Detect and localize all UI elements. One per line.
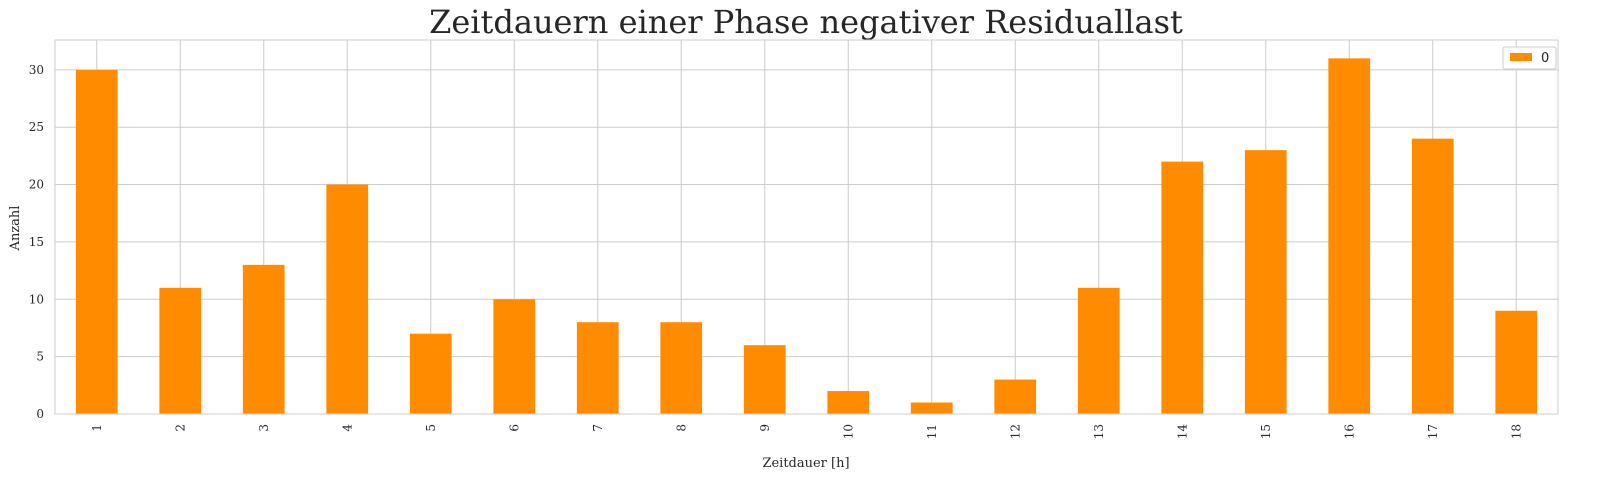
x-tick-label: 5	[424, 424, 438, 432]
x-tick-label: 2	[173, 424, 187, 432]
x-tick-label: 4	[340, 424, 354, 432]
bar-6	[493, 299, 536, 414]
y-axis-label: Anzahl	[8, 206, 23, 252]
bar-9	[743, 345, 786, 414]
bar-10	[827, 391, 870, 414]
bar-3	[242, 264, 285, 414]
bar-7	[576, 322, 619, 414]
x-tick-label: 18	[1509, 424, 1523, 439]
x-tick-label: 1	[90, 424, 104, 432]
x-tick-label: 13	[1092, 424, 1106, 439]
bar-12	[994, 379, 1037, 414]
bar-5	[409, 333, 452, 414]
x-tick-label: 10	[841, 424, 855, 439]
bar-2	[159, 287, 202, 414]
y-tick-label: 25	[29, 120, 44, 134]
y-tick-label: 10	[29, 292, 44, 306]
y-axis-ticks: 0 5 10 15 20 25 30	[29, 63, 44, 421]
legend: 0	[1502, 46, 1557, 70]
x-tick-label: 12	[1008, 424, 1022, 439]
y-tick-label: 5	[36, 350, 44, 364]
x-tick-label: 15	[1259, 424, 1273, 439]
bar-1	[75, 69, 118, 415]
bar-13	[1077, 287, 1120, 414]
legend-swatch	[1510, 53, 1532, 61]
x-tick-label: 7	[591, 424, 605, 432]
y-tick-label: 30	[29, 63, 44, 77]
bar-15	[1244, 150, 1287, 415]
bar-8	[660, 322, 703, 414]
bar-4	[326, 184, 369, 414]
chart-title: Zeitdauern einer Phase negativer Residua…	[429, 3, 1183, 41]
x-tick-label: 3	[257, 424, 271, 432]
x-tick-label: 11	[925, 424, 939, 439]
x-tick-label: 8	[674, 424, 688, 432]
bar-11	[910, 402, 953, 414]
x-tick-label: 9	[758, 424, 772, 432]
x-axis-ticks: 1 2 3 4 5 6 7 8 9 10 11 12 13 14 15 16 17 18	[90, 424, 1524, 440]
x-tick-label: 14	[1175, 424, 1189, 440]
bar-17	[1411, 138, 1454, 414]
x-axis-label: Zeitdauer [h]	[762, 456, 849, 471]
y-tick-label: 20	[29, 178, 44, 192]
bar-18	[1495, 310, 1538, 414]
bars	[75, 58, 1538, 415]
y-tick-label: 0	[36, 407, 44, 421]
x-tick-label: 16	[1342, 424, 1356, 439]
plot-frame	[54, 39, 1559, 415]
bar-16	[1328, 58, 1371, 414]
x-tick-label: 6	[507, 424, 521, 432]
bar-14	[1161, 161, 1204, 414]
legend-label: 0	[1541, 51, 1549, 66]
y-tick-label: 15	[29, 235, 44, 249]
x-tick-label: 17	[1426, 424, 1440, 439]
